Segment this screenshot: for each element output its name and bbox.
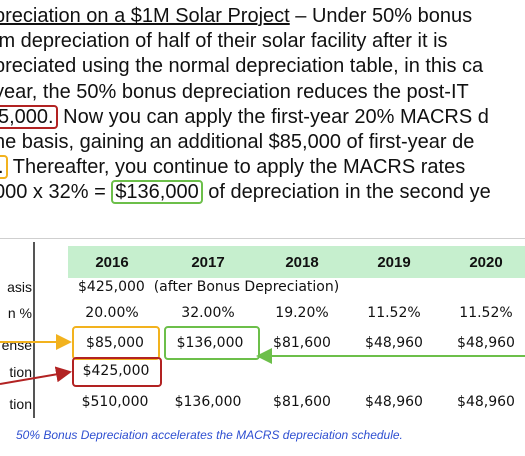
paragraph-text: Thereafter, you continue to apply the MA… [7,156,466,179]
expense-cell: $48,960 [457,335,515,351]
paragraph-text: – Under 50% bonus [289,5,473,27]
rate-cell: 19.20% [275,305,329,321]
expense-cell: $85,000 [86,335,144,351]
paragraph-text: Now you can apply the first-year 20% MAC… [57,105,489,128]
expense-cell: $48,960 [365,335,423,351]
row-label-total: tion [9,396,32,412]
bonus-amount-highlight: 5,000. [0,104,58,129]
total-cell: $81,600 [273,394,331,410]
row-label-basis: asis [7,279,32,295]
first-year-expense-highlight [72,326,160,360]
rate-cell: 20.00% [85,305,139,321]
paragraph-line-8: 000 x 32% = $136,000 of depreciation in … [0,180,525,205]
row-label-rate: n % [7,305,32,321]
second-year-expense-highlight [164,326,260,360]
paragraph-text: 000 x 32% = [0,181,112,204]
divider [0,238,525,239]
bonus-depreciation-highlight [72,357,162,387]
bonus-cell: $425,000 [82,363,150,379]
total-cell: $136,000 [174,394,242,410]
paragraph-line-3: preciated using the normal depreciation … [0,55,484,78]
basis-value: $425,000 [78,279,145,295]
rate-cell: 11.52% [367,305,421,321]
paragraph-line-4: year, the 50% bonus depreciation reduces… [0,80,469,103]
rate-cell: 11.52% [459,305,513,321]
paragraph-line-5: 5,000. Now you can apply the first-year … [0,104,525,130]
total-cell: $48,960 [365,394,423,410]
depreciation-table: 2016 2017 2018 2019 2020 asis n % ense t… [0,238,525,420]
basis-row: $425,000 (after Bonus Depreciation) [78,279,339,295]
year-header: 2017 [191,254,225,271]
divider [33,242,35,418]
row-label-bonus: tion [9,364,32,380]
expense-cell: $81,600 [273,335,331,351]
basis-note: (after Bonus Depreciation) [153,279,340,295]
explanation-paragraph: preciation on a $1M Solar Project – Unde… [0,4,525,206]
paragraph-heading: preciation on a $1M Solar Project [0,5,290,27]
total-cell: $510,000 [81,394,149,410]
expense-cell: $136,000 [176,335,244,351]
first-year-highlight: . [0,155,8,180]
rate-cell: 32.00% [181,305,235,321]
year-header: 2016 [95,254,129,271]
connector-arrows [0,334,525,385]
year-header: 2019 [377,254,411,271]
total-cell: $48,960 [457,394,515,410]
bonus-arrow [0,366,72,385]
year-header: 2020 [469,254,503,271]
figure-caption: 50% Bonus Depreciation accelerates the M… [16,428,403,442]
paragraph-line-2: im depreciation of half of their solar f… [0,30,448,53]
paragraph-line-6: he basis, gaining an additional $85,000 … [0,130,475,153]
paragraph-text: of depreciation in the second ye [202,181,491,204]
year-header-row [68,246,525,278]
year-header: 2018 [285,254,319,271]
paragraph-line-1: preciation on a $1M Solar Project – Unde… [0,4,525,29]
paragraph-line-7: . Thereafter, you continue to apply the … [0,155,525,180]
second-year-highlight: $136,000 [111,180,203,205]
